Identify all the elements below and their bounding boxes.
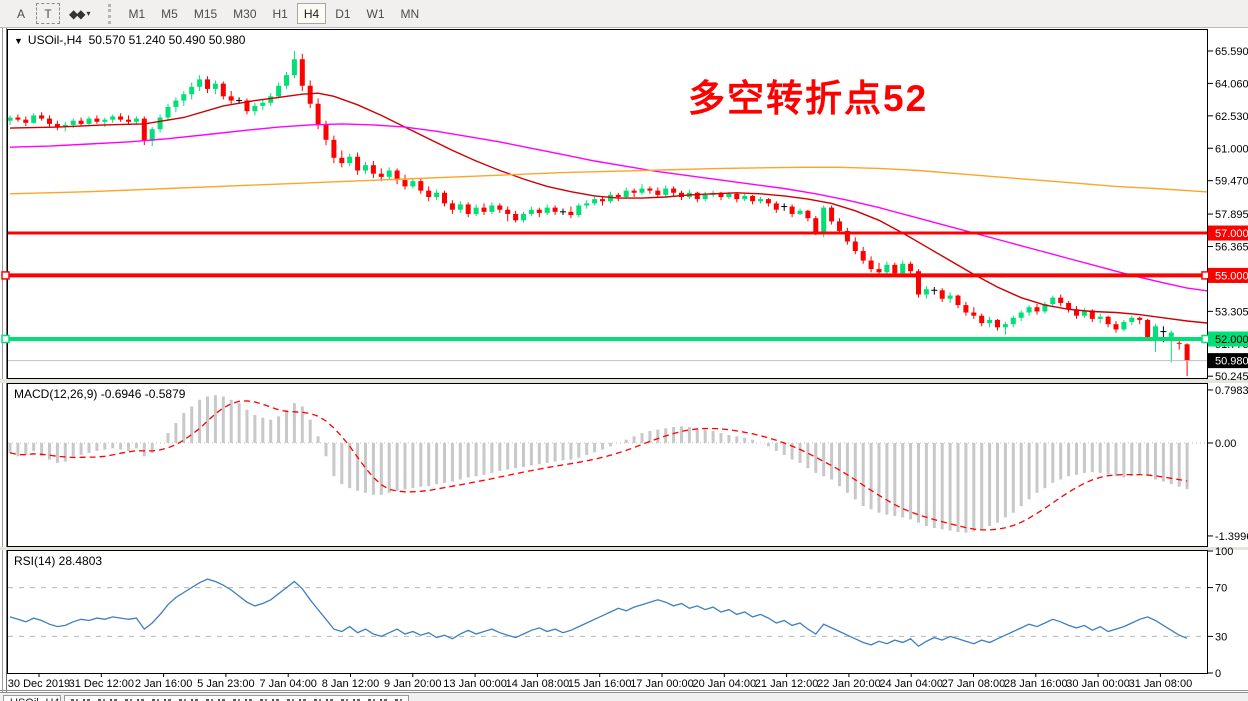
svg-text:2 Jan 16:00: 2 Jan 16:00: [135, 678, 193, 690]
svg-text:59.470: 59.470: [1215, 176, 1248, 188]
hline-handle[interactable]: [1, 334, 10, 344]
svg-text:31 Dec 12:00: 31 Dec 12:00: [69, 678, 134, 690]
chart-title-text: USOil-,H4 50.570 51.240 50.490 50.980: [27, 33, 246, 47]
svg-text:15 Jan 16:00: 15 Jan 16:00: [568, 678, 632, 690]
axis-label-52.000: [1208, 331, 1248, 347]
rsi-panel[interactable]: [7, 550, 1208, 674]
hline-handle[interactable]: [1201, 334, 1210, 344]
rsi-plot[interactable]: [8, 578, 1207, 648]
panel-splitter-2[interactable]: [0, 547, 1248, 550]
shapes-icon: ◆◆: [69, 6, 86, 21]
timeframe-button-mn[interactable]: MN: [394, 3, 427, 24]
svg-text:55.000: 55.000: [1215, 270, 1248, 282]
svg-text:30 Dec 2019: 30 Dec 2019: [8, 678, 70, 690]
toolbar: A T ◆◆ ▾ M1 M5 M15 M30 H1 H4 D1 W1 MN: [0, 0, 1248, 28]
svg-text:24 Jan 04:00: 24 Jan 04:00: [879, 678, 943, 690]
timeframe-button-h1[interactable]: H1: [266, 3, 295, 24]
svg-text:52.000: 52.000: [1215, 334, 1248, 346]
svg-text:7 Jan 04:00: 7 Jan 04:00: [259, 678, 317, 690]
macd-panel[interactable]: [7, 383, 1208, 547]
price-axis[interactable]: 65.590 64.060 62.530 61.000 59.470 57.895 56.3…: [1207, 46, 1248, 680]
svg-text:20 Jan 04:00: 20 Jan 04:00: [692, 678, 756, 690]
svg-text:30: 30: [1215, 631, 1227, 643]
timeframe-button-h4[interactable]: H4: [296, 3, 327, 24]
candles-layer: [8, 50, 1190, 377]
main-plot[interactable]: [8, 50, 1219, 377]
timeframe-toolbar: M1 M5 M15 M30 H1 H4 D1 W1 MN: [120, 3, 427, 24]
chart-tab-usoil[interactable]: USOil-,H4: [3, 695, 61, 701]
timeframe-button-w1[interactable]: W1: [360, 3, 392, 24]
svg-text:21 Jan 12:00: 21 Jan 12:00: [755, 678, 819, 690]
svg-text:9 Jan 20:00: 9 Jan 20:00: [384, 678, 442, 690]
svg-text:53.305: 53.305: [1215, 306, 1248, 318]
ma-fast-red-line: [9, 92, 1207, 324]
chart-title: ▼ USOil-,H4 50.570 51.240 50.490 50.980: [14, 33, 245, 47]
svg-text:8 Jan 12:00: 8 Jan 12:00: [322, 678, 380, 690]
svg-text:62.530: 62.530: [1215, 111, 1248, 123]
symbol-dropdown-icon[interactable]: ▼: [14, 36, 23, 46]
macd-signal-line: [9, 400, 1188, 531]
chart-tab-bar: USOil-,H4: [0, 692, 1248, 701]
timeframe-button-m30[interactable]: M30: [226, 3, 263, 24]
svg-text:28 Jan 16:00: 28 Jan 16:00: [1004, 678, 1068, 690]
svg-text:14 Jan 08:00: 14 Jan 08:00: [506, 678, 570, 690]
shapes-tool-button[interactable]: ◆◆ ▾: [62, 3, 97, 24]
svg-text:-1.3996: -1.3996: [1215, 531, 1248, 543]
svg-text:27 Jan 08:00: 27 Jan 08:00: [942, 678, 1006, 690]
timeframe-button-d1[interactable]: D1: [328, 3, 357, 24]
current-price-label: [1208, 353, 1248, 369]
timeframe-button-m1[interactable]: M1: [121, 3, 152, 24]
svg-text:50.980: 50.980: [1215, 356, 1248, 368]
chart-tab-active[interactable]: [64, 695, 409, 701]
rsi-line: [9, 578, 1188, 648]
svg-text:0.7983: 0.7983: [1215, 385, 1248, 397]
toolbar-drag-handle[interactable]: [108, 3, 112, 24]
text-tool-button[interactable]: T: [36, 3, 60, 24]
svg-text:50.245: 50.245: [1215, 371, 1248, 383]
ma-mid-magenta-line: [9, 123, 1207, 292]
svg-text:64.060: 64.060: [1215, 78, 1248, 90]
axis-label-57.000: [1208, 225, 1248, 241]
svg-text:22 Jan 20:00: 22 Jan 20:00: [817, 678, 881, 690]
svg-text:70: 70: [1215, 583, 1227, 595]
truncated-tab-labels: [71, 699, 402, 701]
svg-text:0: 0: [1215, 668, 1221, 680]
rsi-indicator-label: RSI(14) 28.4803: [14, 554, 103, 568]
dropdown-caret-icon: ▾: [86, 9, 91, 18]
svg-text:0.00: 0.00: [1215, 438, 1236, 450]
macd-plot[interactable]: [8, 395, 1207, 533]
svg-text:57.000: 57.000: [1215, 228, 1248, 240]
chart-annotation-text[interactable]: 多空转折点52: [688, 78, 929, 119]
svg-text:30 Jan 00:00: 30 Jan 00:00: [1066, 678, 1130, 690]
ma-slow-orange-line: [9, 166, 1207, 195]
svg-text:61.000: 61.000: [1215, 143, 1248, 155]
svg-text:57.895: 57.895: [1215, 209, 1248, 221]
timeframe-button-m15[interactable]: M15: [187, 3, 224, 24]
macd-histogram: [8, 395, 1189, 533]
hline-handle[interactable]: [1201, 271, 1210, 280]
macd-indicator-label: MACD(12,26,9) -0.6946 -0.5879: [14, 387, 186, 401]
svg-text:56.365: 56.365: [1215, 241, 1248, 253]
panel-splitter[interactable]: [0, 379, 1248, 383]
svg-text:17 Jan 00:00: 17 Jan 00:00: [630, 678, 694, 690]
axis-label-55.000: [1208, 267, 1248, 283]
svg-text:31 Jan 08:00: 31 Jan 08:00: [1129, 678, 1193, 690]
svg-text:65.590: 65.590: [1215, 46, 1248, 58]
svg-text:100: 100: [1215, 546, 1233, 558]
hline-handle[interactable]: [1, 271, 10, 280]
main-panel[interactable]: [7, 29, 1208, 379]
svg-text:13 Jan 00:00: 13 Jan 00:00: [443, 678, 507, 690]
timeframe-button-m5[interactable]: M5: [154, 3, 185, 24]
cursor-tool-button[interactable]: A: [8, 3, 34, 24]
svg-text:5 Jan 23:00: 5 Jan 23:00: [197, 678, 255, 690]
